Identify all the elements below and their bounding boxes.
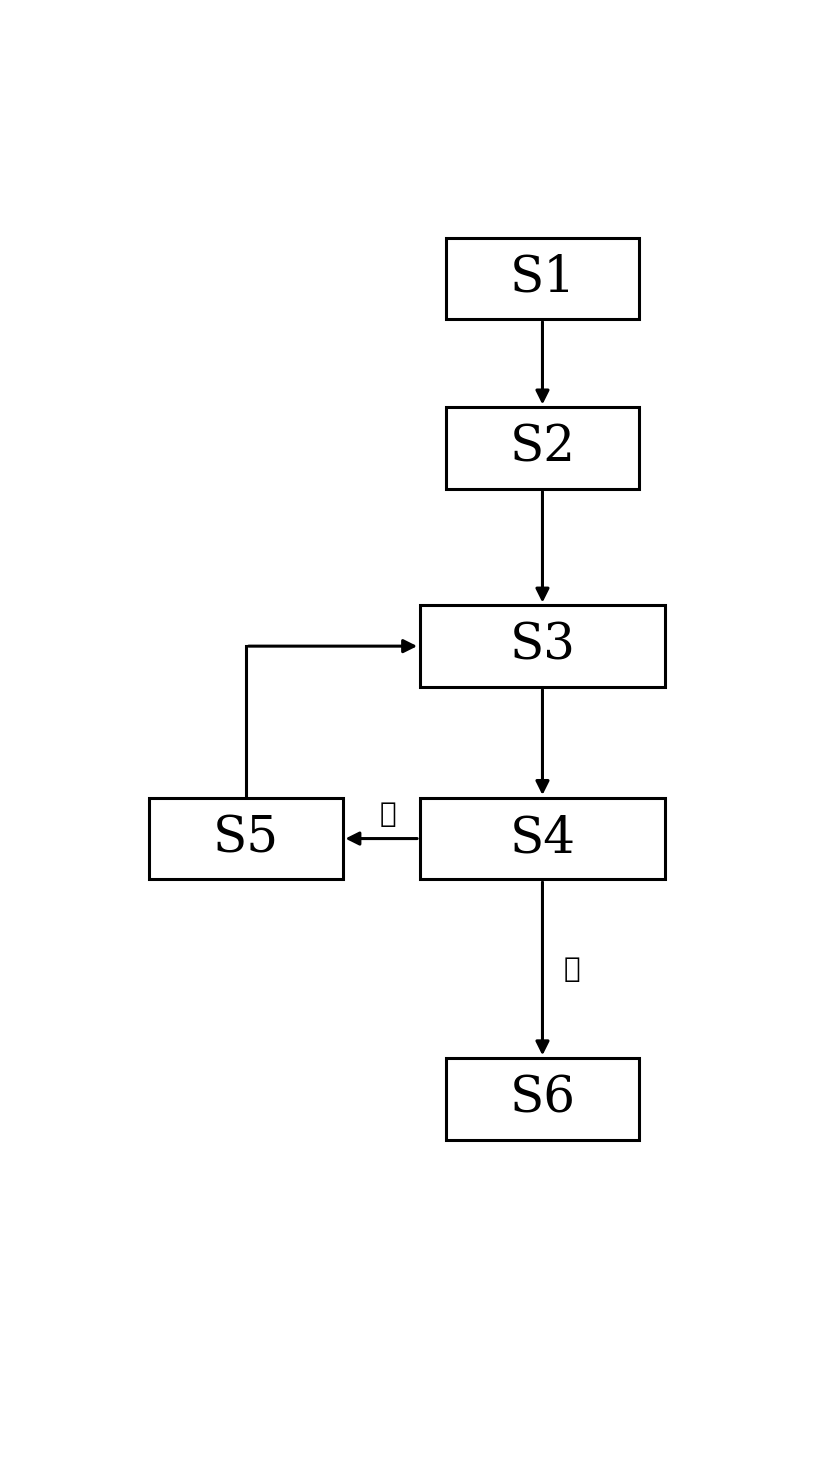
Bar <box>149 798 343 879</box>
Text: S3: S3 <box>509 622 576 670</box>
Text: S5: S5 <box>213 814 279 863</box>
Text: 是: 是 <box>563 954 580 983</box>
Text: S6: S6 <box>509 1075 576 1123</box>
Bar <box>446 1058 639 1139</box>
Text: S2: S2 <box>509 423 576 473</box>
Bar <box>420 606 665 686</box>
Bar <box>446 407 639 490</box>
Text: S1: S1 <box>509 253 576 303</box>
Bar <box>446 238 639 319</box>
Text: 否: 否 <box>379 800 396 828</box>
Text: S4: S4 <box>509 814 576 863</box>
Bar <box>420 798 665 879</box>
